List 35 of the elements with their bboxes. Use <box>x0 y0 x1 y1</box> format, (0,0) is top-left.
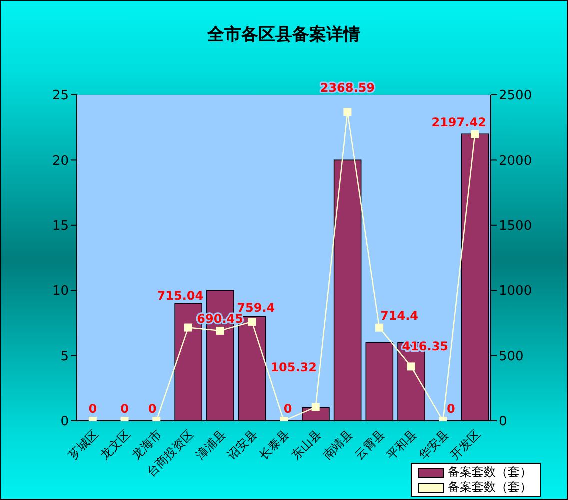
y-tick-label: 15 <box>52 219 69 234</box>
data-label: 714.4 <box>380 308 419 323</box>
data-label: 416.35 <box>402 340 449 354</box>
data-label: 0 <box>148 402 157 416</box>
legend-label: 备案套数（套） <box>448 480 532 495</box>
y-tick-label: 5 <box>60 349 69 364</box>
point <box>312 403 320 412</box>
chart-title: 全市各区县备案详情 <box>206 24 362 46</box>
data-label: 0 <box>447 402 456 416</box>
y2-tick-label: 2000 <box>499 154 532 169</box>
point <box>248 318 256 326</box>
point <box>376 324 384 332</box>
data-label: 0 <box>120 402 129 416</box>
data-label: 2197.42 <box>432 115 486 130</box>
y2-tick-label: 2500 <box>499 88 532 104</box>
y2-tick-label: 500 <box>499 349 524 364</box>
y2-tick-label: 1000 <box>499 284 532 300</box>
legend-label: 备案套数（套） <box>448 465 532 480</box>
data-label: 0 <box>88 402 98 416</box>
data-label: 105.32 <box>270 360 317 374</box>
y-tick-label: 10 <box>52 284 69 300</box>
point <box>184 324 192 332</box>
y-tick-label: 25 <box>52 88 69 104</box>
point <box>344 108 352 116</box>
point <box>216 326 224 335</box>
y2-tick-label: 0 <box>499 414 508 430</box>
data-label: 759.4 <box>237 300 276 315</box>
data-label: 2368.59 <box>320 81 376 96</box>
y2-tick-label: 1500 <box>499 219 532 234</box>
y-tick-label: 0 <box>60 414 69 430</box>
point <box>471 130 480 138</box>
data-label: 0 <box>284 402 292 416</box>
y-tick-label: 20 <box>52 154 69 169</box>
data-label: 715.04 <box>157 288 204 303</box>
point <box>407 362 416 371</box>
